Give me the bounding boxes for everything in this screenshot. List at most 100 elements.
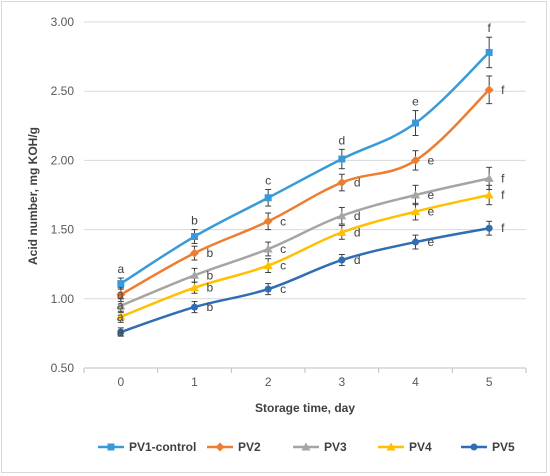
legend-item: PV4 — [378, 440, 432, 454]
series-line — [120, 51, 491, 285]
data-point-diamond — [215, 442, 225, 452]
legend-item: PV5 — [461, 440, 515, 454]
data-point-square — [338, 155, 346, 163]
significance-letter: a — [117, 310, 124, 324]
data-point-circle — [191, 303, 198, 311]
data-point-diamond — [116, 290, 126, 300]
data-point-diamond — [337, 178, 347, 188]
data-point-triangle — [116, 301, 126, 310]
x-tick-label: 5 — [486, 375, 493, 389]
data-point-diamond — [484, 85, 494, 95]
series-pv4: a b c d e f — [116, 184, 505, 324]
significance-letter: f — [501, 171, 505, 185]
series-line — [120, 177, 490, 307]
x-tick-label: 0 — [117, 375, 124, 389]
series-pv1-control: a b c d e f — [117, 21, 493, 290]
y-tick-label: 3.00 — [51, 15, 75, 29]
significance-letter: c — [280, 214, 286, 228]
significance-letter: f — [501, 221, 505, 235]
significance-letter: a — [117, 325, 124, 339]
data-point-triangle — [263, 244, 273, 253]
series-line — [120, 226, 490, 334]
significance-letter: f — [501, 188, 505, 202]
significance-letter: c — [280, 259, 286, 273]
significance-letter: c — [280, 282, 286, 296]
data-point-triangle — [386, 442, 396, 451]
legend-item: PV3 — [293, 440, 347, 454]
data-point-triangle — [484, 173, 494, 182]
data-point-triangle — [337, 227, 347, 236]
data-point-triangle — [116, 312, 126, 321]
significance-letter: d — [354, 225, 361, 239]
significance-letter: b — [207, 281, 214, 295]
x-axis-title: Storage time, day — [255, 401, 355, 415]
significance-letter: b — [207, 300, 214, 314]
data-point-circle — [338, 256, 346, 264]
significance-letter: f — [487, 21, 491, 35]
significance-letter: f — [501, 83, 505, 97]
data-point-square — [191, 233, 198, 241]
series-line — [120, 193, 490, 318]
data-point-circle — [485, 224, 493, 232]
x-tick-label: 2 — [265, 375, 272, 389]
y-tick-label: 1.00 — [51, 292, 75, 306]
legend-label: PV3 — [324, 440, 347, 454]
y-tick-label: 0.50 — [51, 361, 75, 375]
significance-letter: d — [354, 209, 361, 223]
grid-layer — [84, 21, 526, 300]
axis-layer: 0.50 1.00 1.50 2.00 2.50 3.00 0 1 2 3 4 5 — [51, 15, 527, 389]
data-point-square — [412, 119, 419, 127]
significance-letter: e — [412, 95, 419, 109]
significance-letter: e — [428, 205, 435, 219]
significance-letter: b — [207, 246, 214, 260]
data-point-triangle — [337, 211, 347, 220]
y-tick-label: 1.50 — [51, 223, 75, 237]
data-point-square — [117, 280, 125, 288]
data-point-circle — [117, 328, 125, 336]
data-point-triangle — [190, 270, 199, 279]
legend-label: PV4 — [409, 440, 432, 454]
data-point-square — [107, 443, 115, 451]
significance-letter: d — [354, 176, 361, 190]
data-point-square — [485, 48, 493, 56]
data-point-diamond — [190, 248, 199, 258]
series-pv2: a b c d e f — [116, 75, 505, 303]
data-point-circle — [264, 285, 272, 293]
data-point-triangle — [263, 261, 273, 270]
series-layer: a b c d e f a b c d e f a b c d e f a b c d e f a b c d e f — [116, 21, 505, 339]
legend-label: PV1-control — [129, 440, 196, 454]
significance-letter: b — [191, 214, 198, 228]
significance-letter: d — [338, 133, 345, 147]
data-point-circle — [412, 238, 419, 246]
data-point-triangle — [190, 283, 199, 292]
data-point-diamond — [263, 216, 273, 226]
data-point-triangle — [411, 190, 420, 199]
significance-letter: d — [354, 253, 361, 267]
legend-item: PV2 — [207, 440, 261, 454]
x-tick-label: 4 — [412, 375, 419, 389]
legend-label: PV5 — [492, 440, 515, 454]
x-tick-label: 3 — [338, 375, 345, 389]
series-pv3: a b c d e f — [116, 166, 505, 314]
y-axis-title: Acid number, mg KOH/g — [26, 127, 40, 265]
significance-letter: c — [265, 173, 271, 187]
data-point-triangle — [411, 207, 420, 216]
y-tick-label: 2.00 — [51, 153, 75, 167]
x-tick-label: 1 — [191, 375, 198, 389]
significance-letter: b — [207, 268, 214, 282]
legend: PV1-control PV2 PV3 PV4 PV5 — [98, 440, 515, 454]
data-point-triangle — [484, 190, 494, 199]
data-point-square — [264, 194, 272, 202]
data-point-circle — [470, 443, 478, 451]
legend-label: PV2 — [238, 440, 261, 454]
data-point-diamond — [411, 155, 420, 165]
significance-letter: a — [117, 299, 124, 313]
series-line — [120, 88, 491, 296]
significance-letter: a — [117, 288, 124, 302]
significance-letter: e — [428, 188, 435, 202]
significance-letter: a — [117, 262, 124, 276]
series-pv5: a b c d e f — [117, 220, 505, 339]
legend-item: PV1-control — [98, 440, 196, 454]
